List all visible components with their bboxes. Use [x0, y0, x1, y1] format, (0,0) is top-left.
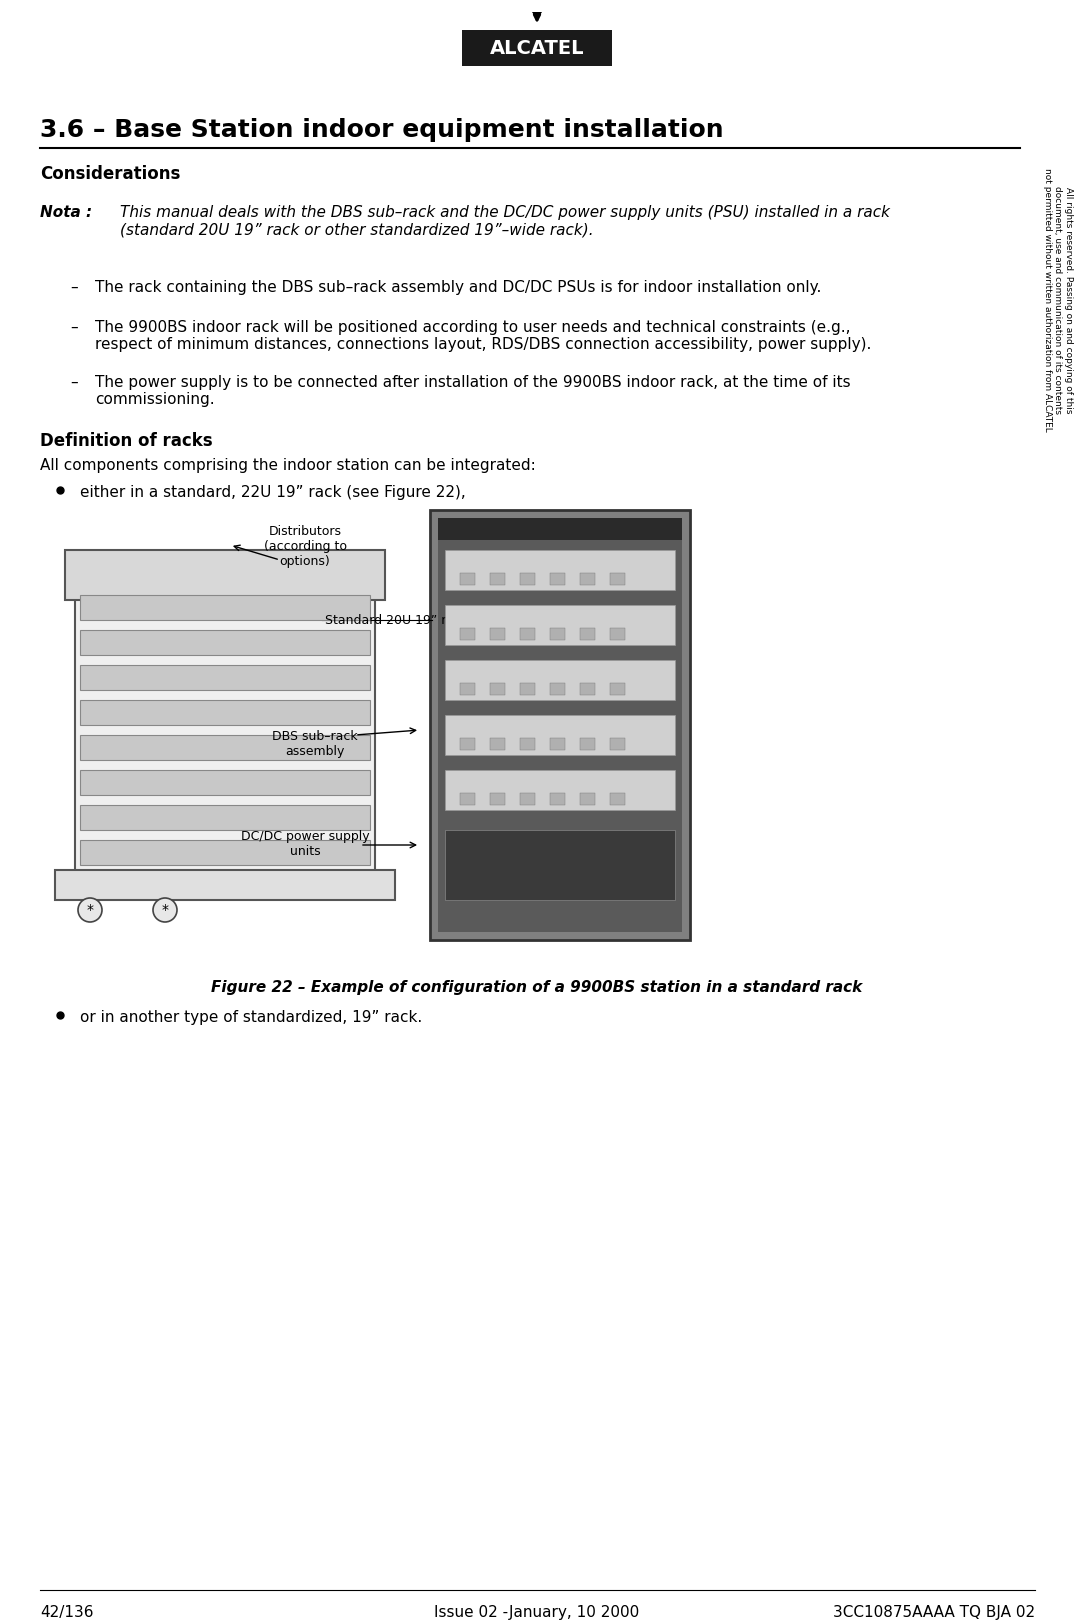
- Bar: [460, 629, 475, 640]
- Bar: [580, 573, 594, 585]
- Bar: [490, 629, 505, 640]
- Circle shape: [78, 897, 102, 922]
- Bar: [490, 794, 505, 805]
- Text: 42/136: 42/136: [40, 1605, 94, 1620]
- Text: All rights reserved. Passing on and copying of this
document, use and communicat: All rights reserved. Passing on and copy…: [1043, 168, 1073, 433]
- Bar: [460, 684, 475, 695]
- Bar: [80, 735, 370, 760]
- Text: DC/DC power supply
units: DC/DC power supply units: [241, 829, 370, 859]
- Text: Figure 22 – Example of configuration of a 9900BS station in a standard rack: Figure 22 – Example of configuration of …: [212, 980, 862, 995]
- Bar: [80, 805, 370, 829]
- Text: Issue 02 -January, 10 2000: Issue 02 -January, 10 2000: [434, 1605, 640, 1620]
- Bar: [462, 31, 612, 66]
- Text: or in another type of standardized, 19” rack.: or in another type of standardized, 19” …: [80, 1009, 422, 1025]
- Bar: [460, 794, 475, 805]
- Text: All components comprising the indoor station can be integrated:: All components comprising the indoor sta…: [40, 458, 535, 473]
- Bar: [550, 739, 565, 750]
- Text: *: *: [161, 902, 169, 917]
- Bar: [580, 684, 594, 695]
- Text: This manual deals with the DBS sub–rack and the DC/DC power supply units (PSU) i: This manual deals with the DBS sub–rack …: [120, 206, 890, 238]
- Text: Considerations: Considerations: [40, 165, 181, 183]
- Bar: [610, 684, 625, 695]
- Bar: [80, 841, 370, 865]
- Text: 3.6 – Base Station indoor equipment installation: 3.6 – Base Station indoor equipment inst…: [40, 118, 723, 143]
- Bar: [430, 510, 690, 940]
- Bar: [610, 739, 625, 750]
- Bar: [445, 829, 675, 901]
- Bar: [520, 794, 535, 805]
- Text: *: *: [86, 902, 94, 917]
- Bar: [550, 794, 565, 805]
- Bar: [490, 684, 505, 695]
- Bar: [520, 684, 535, 695]
- Bar: [460, 739, 475, 750]
- Bar: [445, 659, 675, 700]
- Bar: [445, 551, 675, 590]
- Bar: [520, 739, 535, 750]
- Bar: [490, 573, 505, 585]
- Text: –: –: [70, 321, 77, 335]
- Circle shape: [153, 897, 177, 922]
- Text: –: –: [70, 374, 77, 390]
- Bar: [75, 561, 375, 880]
- Bar: [445, 714, 675, 755]
- Bar: [520, 629, 535, 640]
- Text: Nota :: Nota :: [40, 206, 92, 220]
- Bar: [55, 870, 395, 901]
- Bar: [80, 770, 370, 795]
- Text: 3CC10875AAAA TQ BJA 02: 3CC10875AAAA TQ BJA 02: [833, 1605, 1035, 1620]
- Bar: [64, 551, 385, 599]
- Bar: [438, 518, 682, 539]
- Bar: [580, 794, 594, 805]
- Bar: [580, 739, 594, 750]
- Bar: [550, 684, 565, 695]
- Bar: [610, 629, 625, 640]
- Bar: [80, 700, 370, 726]
- Bar: [460, 573, 475, 585]
- Bar: [445, 770, 675, 810]
- Bar: [445, 604, 675, 645]
- Text: Distributors
(according to
options): Distributors (according to options): [263, 525, 346, 569]
- Bar: [550, 629, 565, 640]
- Bar: [580, 629, 594, 640]
- Text: –: –: [70, 280, 77, 295]
- Bar: [610, 794, 625, 805]
- Bar: [80, 664, 370, 690]
- Bar: [490, 739, 505, 750]
- Text: ALCATEL: ALCATEL: [490, 39, 584, 57]
- Bar: [520, 573, 535, 585]
- Text: The rack containing the DBS sub–rack assembly and DC/DC PSUs is for indoor insta: The rack containing the DBS sub–rack ass…: [95, 280, 821, 295]
- Text: DBS sub–rack
assembly: DBS sub–rack assembly: [272, 731, 358, 758]
- Text: Definition of racks: Definition of racks: [40, 433, 213, 450]
- Text: The power supply is to be connected after installation of the 9900BS indoor rack: The power supply is to be connected afte…: [95, 374, 850, 407]
- Bar: [610, 573, 625, 585]
- Bar: [438, 518, 682, 931]
- Bar: [80, 595, 370, 620]
- Text: Standard 20U 19” rack: Standard 20U 19” rack: [325, 614, 469, 627]
- Polygon shape: [532, 11, 542, 19]
- Bar: [80, 630, 370, 654]
- Bar: [550, 573, 565, 585]
- Text: either in a standard, 22U 19” rack (see Figure 22),: either in a standard, 22U 19” rack (see …: [80, 484, 465, 501]
- Text: The 9900BS indoor rack will be positioned according to user needs and technical : The 9900BS indoor rack will be positione…: [95, 321, 872, 353]
